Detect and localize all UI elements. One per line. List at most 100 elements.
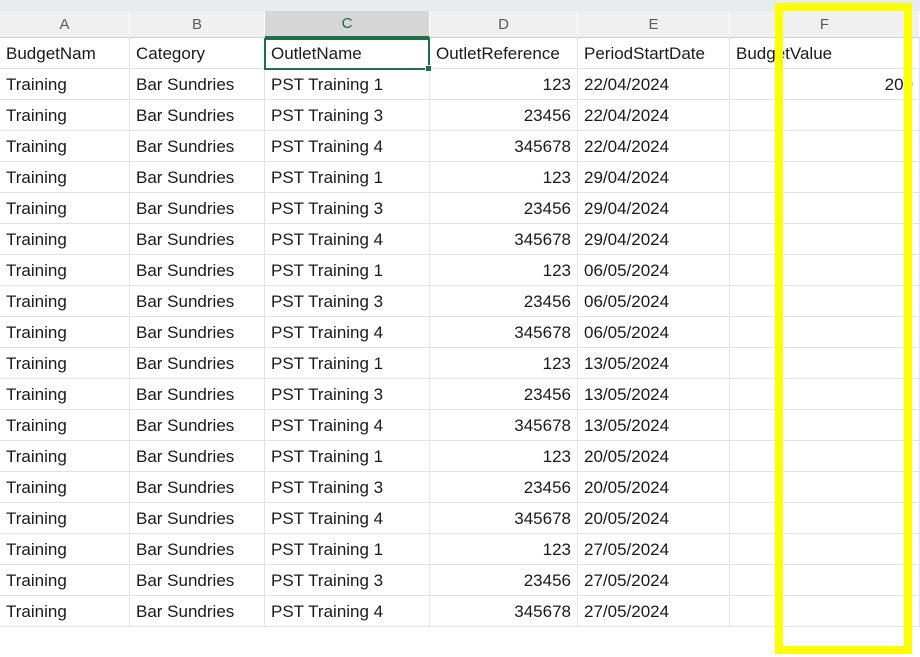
cell-budget-value[interactable] bbox=[730, 131, 920, 162]
cell-category[interactable]: Bar Sundries bbox=[130, 441, 265, 472]
cell-period-start-date[interactable]: 29/04/2024 bbox=[578, 162, 730, 193]
cell-outlet-name[interactable]: PST Training 4 bbox=[265, 317, 430, 348]
cell-outlet-name[interactable]: PST Training 4 bbox=[265, 224, 430, 255]
cell-outlet-name[interactable]: PST Training 4 bbox=[265, 131, 430, 162]
cell-budget-name[interactable]: Training bbox=[0, 441, 130, 472]
header-cell-outlet-name[interactable]: OutletName bbox=[265, 38, 430, 69]
cell-period-start-date[interactable]: 06/05/2024 bbox=[578, 286, 730, 317]
cell-period-start-date[interactable]: 22/04/2024 bbox=[578, 100, 730, 131]
cell-outlet-reference[interactable]: 23456 bbox=[430, 193, 578, 224]
cell-outlet-reference[interactable]: 345678 bbox=[430, 410, 578, 441]
cell-outlet-reference[interactable]: 123 bbox=[430, 534, 578, 565]
cell-outlet-name[interactable]: PST Training 3 bbox=[265, 100, 430, 131]
cell-category[interactable]: Bar Sundries bbox=[130, 534, 265, 565]
cell-period-start-date[interactable]: 22/04/2024 bbox=[578, 69, 730, 100]
cell-outlet-reference[interactable]: 345678 bbox=[430, 224, 578, 255]
cell-budget-name[interactable]: Training bbox=[0, 317, 130, 348]
cell-outlet-reference[interactable]: 123 bbox=[430, 255, 578, 286]
cell-budget-value[interactable] bbox=[730, 534, 920, 565]
cell-budget-name[interactable]: Training bbox=[0, 224, 130, 255]
cell-budget-value[interactable] bbox=[730, 286, 920, 317]
header-cell-period-start-date[interactable]: PeriodStartDate bbox=[578, 38, 730, 69]
cell-outlet-name[interactable]: PST Training 3 bbox=[265, 193, 430, 224]
cell-outlet-reference[interactable]: 345678 bbox=[430, 317, 578, 348]
cell-outlet-reference[interactable]: 23456 bbox=[430, 286, 578, 317]
cell-budget-name[interactable]: Training bbox=[0, 69, 130, 100]
cell-period-start-date[interactable]: 20/05/2024 bbox=[578, 503, 730, 534]
cell-category[interactable]: Bar Sundries bbox=[130, 193, 265, 224]
cell-category[interactable]: Bar Sundries bbox=[130, 379, 265, 410]
cell-outlet-reference[interactable]: 123 bbox=[430, 69, 578, 100]
cell-outlet-reference[interactable]: 123 bbox=[430, 162, 578, 193]
cell-outlet-name[interactable]: PST Training 1 bbox=[265, 441, 430, 472]
cell-budget-value[interactable] bbox=[730, 503, 920, 534]
cell-category[interactable]: Bar Sundries bbox=[130, 131, 265, 162]
cell-period-start-date[interactable]: 13/05/2024 bbox=[578, 379, 730, 410]
cell-outlet-reference[interactable]: 345678 bbox=[430, 503, 578, 534]
cell-period-start-date[interactable]: 20/05/2024 bbox=[578, 441, 730, 472]
cell-budget-name[interactable]: Training bbox=[0, 162, 130, 193]
column-header-e[interactable]: E bbox=[578, 11, 730, 38]
header-cell-budget-value[interactable]: BudgetValue bbox=[730, 38, 920, 69]
cell-outlet-name[interactable]: PST Training 1 bbox=[265, 69, 430, 100]
column-header-c[interactable]: C bbox=[265, 11, 430, 38]
column-header-d[interactable]: D bbox=[430, 11, 578, 38]
cell-outlet-name[interactable]: PST Training 1 bbox=[265, 255, 430, 286]
cell-budget-value[interactable] bbox=[730, 162, 920, 193]
cell-outlet-reference[interactable]: 123 bbox=[430, 348, 578, 379]
cell-category[interactable]: Bar Sundries bbox=[130, 255, 265, 286]
cell-outlet-name[interactable]: PST Training 4 bbox=[265, 410, 430, 441]
cell-budget-name[interactable]: Training bbox=[0, 503, 130, 534]
cell-budget-value[interactable] bbox=[730, 193, 920, 224]
cell-budget-name[interactable]: Training bbox=[0, 348, 130, 379]
cell-period-start-date[interactable]: 20/05/2024 bbox=[578, 472, 730, 503]
cell-budget-name[interactable]: Training bbox=[0, 255, 130, 286]
cell-category[interactable]: Bar Sundries bbox=[130, 286, 265, 317]
cell-outlet-name[interactable]: PST Training 4 bbox=[265, 503, 430, 534]
cell-category[interactable]: Bar Sundries bbox=[130, 596, 265, 627]
cell-category[interactable]: Bar Sundries bbox=[130, 503, 265, 534]
cell-budget-value[interactable] bbox=[730, 255, 920, 286]
cell-category[interactable]: Bar Sundries bbox=[130, 472, 265, 503]
cell-category[interactable]: Bar Sundries bbox=[130, 162, 265, 193]
cell-budget-name[interactable]: Training bbox=[0, 131, 130, 162]
cell-budget-name[interactable]: Training bbox=[0, 596, 130, 627]
cell-outlet-reference[interactable]: 23456 bbox=[430, 565, 578, 596]
cell-period-start-date[interactable]: 06/05/2024 bbox=[578, 317, 730, 348]
cell-budget-value[interactable] bbox=[730, 596, 920, 627]
cell-budget-value[interactable] bbox=[730, 317, 920, 348]
cell-budget-name[interactable]: Training bbox=[0, 193, 130, 224]
column-header-b[interactable]: B bbox=[130, 11, 265, 38]
cell-period-start-date[interactable]: 27/05/2024 bbox=[578, 596, 730, 627]
cell-budget-name[interactable]: Training bbox=[0, 565, 130, 596]
cell-budget-value[interactable] bbox=[730, 100, 920, 131]
cell-budget-name[interactable]: Training bbox=[0, 100, 130, 131]
cell-outlet-name[interactable]: PST Training 4 bbox=[265, 596, 430, 627]
cell-budget-name[interactable]: Training bbox=[0, 410, 130, 441]
cell-budget-value[interactable] bbox=[730, 410, 920, 441]
cell-budget-name[interactable]: Training bbox=[0, 534, 130, 565]
cell-outlet-name[interactable]: PST Training 1 bbox=[265, 348, 430, 379]
cell-outlet-reference[interactable]: 345678 bbox=[430, 131, 578, 162]
cell-outlet-name[interactable]: PST Training 3 bbox=[265, 472, 430, 503]
cell-outlet-reference[interactable]: 345678 bbox=[430, 596, 578, 627]
cell-category[interactable]: Bar Sundries bbox=[130, 224, 265, 255]
cell-category[interactable]: Bar Sundries bbox=[130, 100, 265, 131]
cell-category[interactable]: Bar Sundries bbox=[130, 348, 265, 379]
cell-budget-name[interactable]: Training bbox=[0, 379, 130, 410]
cell-outlet-reference[interactable]: 23456 bbox=[430, 379, 578, 410]
cell-period-start-date[interactable]: 27/05/2024 bbox=[578, 565, 730, 596]
cell-period-start-date[interactable]: 06/05/2024 bbox=[578, 255, 730, 286]
cell-outlet-reference[interactable]: 123 bbox=[430, 441, 578, 472]
cell-period-start-date[interactable]: 13/05/2024 bbox=[578, 348, 730, 379]
cell-budget-value[interactable] bbox=[730, 472, 920, 503]
cell-outlet-name[interactable]: PST Training 1 bbox=[265, 162, 430, 193]
cell-outlet-name[interactable]: PST Training 3 bbox=[265, 565, 430, 596]
cell-budget-value[interactable] bbox=[730, 224, 920, 255]
header-cell-outlet-reference[interactable]: OutletReference bbox=[430, 38, 578, 69]
cell-category[interactable]: Bar Sundries bbox=[130, 410, 265, 441]
header-cell-category[interactable]: Category bbox=[130, 38, 265, 69]
cell-outlet-name[interactable]: PST Training 3 bbox=[265, 286, 430, 317]
cell-budget-value[interactable] bbox=[730, 565, 920, 596]
cell-budget-value[interactable] bbox=[730, 441, 920, 472]
